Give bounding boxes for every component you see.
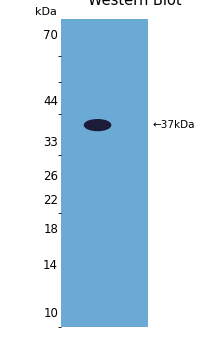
Text: Western Blot: Western Blot <box>88 0 181 8</box>
Text: kDa: kDa <box>35 7 57 17</box>
Text: ←37kDa: ←37kDa <box>152 120 194 130</box>
Ellipse shape <box>84 120 110 130</box>
